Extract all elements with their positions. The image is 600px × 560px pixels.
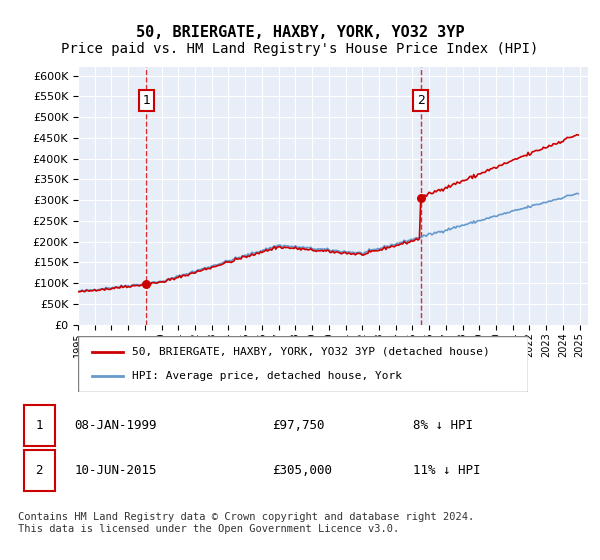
Text: HPI: Average price, detached house, York: HPI: Average price, detached house, York xyxy=(132,371,402,381)
Point xyxy=(416,194,425,203)
FancyBboxPatch shape xyxy=(23,450,55,491)
Text: 8% ↓ HPI: 8% ↓ HPI xyxy=(413,419,473,432)
Text: 2: 2 xyxy=(417,94,425,107)
Text: 1: 1 xyxy=(142,94,150,107)
FancyBboxPatch shape xyxy=(78,336,528,392)
Text: Contains HM Land Registry data © Crown copyright and database right 2024.
This d: Contains HM Land Registry data © Crown c… xyxy=(18,512,474,534)
Text: 50, BRIERGATE, HAXBY, YORK, YO32 3YP (detached house): 50, BRIERGATE, HAXBY, YORK, YO32 3YP (de… xyxy=(132,347,490,357)
Point xyxy=(142,279,151,288)
Text: 11% ↓ HPI: 11% ↓ HPI xyxy=(413,464,480,477)
Text: £305,000: £305,000 xyxy=(272,464,332,477)
Text: 08-JAN-1999: 08-JAN-1999 xyxy=(74,419,157,432)
Text: 10-JUN-2015: 10-JUN-2015 xyxy=(74,464,157,477)
Text: 2: 2 xyxy=(35,464,43,477)
Text: 50, BRIERGATE, HAXBY, YORK, YO32 3YP: 50, BRIERGATE, HAXBY, YORK, YO32 3YP xyxy=(136,25,464,40)
Text: £97,750: £97,750 xyxy=(272,419,325,432)
FancyBboxPatch shape xyxy=(23,405,55,446)
Text: 1: 1 xyxy=(35,419,43,432)
Text: Price paid vs. HM Land Registry's House Price Index (HPI): Price paid vs. HM Land Registry's House … xyxy=(61,42,539,56)
